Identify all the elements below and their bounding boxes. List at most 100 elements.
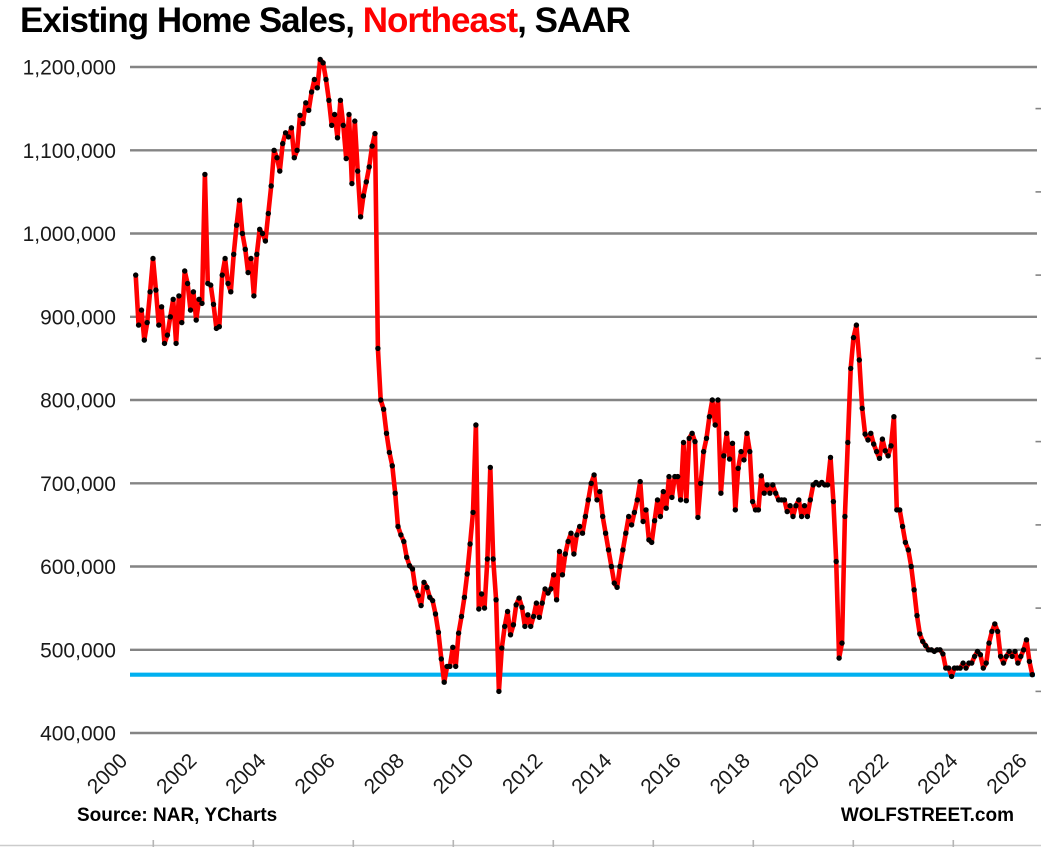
data-point <box>1006 648 1012 655</box>
data-point <box>796 497 802 503</box>
data-point <box>626 513 632 520</box>
data-point <box>631 509 638 516</box>
data-point <box>216 324 222 330</box>
data-point <box>983 660 989 666</box>
data-point <box>830 498 837 505</box>
data-point <box>251 293 257 299</box>
data-point <box>726 456 733 462</box>
data-point <box>997 653 1004 660</box>
data-point <box>680 439 687 446</box>
data-point <box>360 193 367 199</box>
x-axis-tick-label: 2006 <box>291 749 340 798</box>
data-point <box>441 679 447 685</box>
data-point <box>758 473 764 479</box>
data-point <box>637 478 643 485</box>
data-point <box>724 430 730 436</box>
data-point <box>755 507 762 513</box>
data-point <box>490 556 496 562</box>
data-point <box>827 454 834 461</box>
data-point <box>553 597 560 603</box>
data-point <box>182 268 188 274</box>
data-point <box>559 572 566 578</box>
data-point <box>233 222 240 228</box>
data-point <box>415 592 421 599</box>
data-point <box>306 107 312 114</box>
data-point <box>1020 647 1027 653</box>
data-point <box>222 255 228 262</box>
data-point <box>473 422 479 428</box>
data-point <box>412 585 418 591</box>
data-point <box>340 122 346 128</box>
data-point <box>562 551 568 557</box>
data-point <box>1018 653 1024 660</box>
data-point <box>179 319 185 326</box>
data-point <box>470 509 476 516</box>
title-region-highlight: Northeast <box>362 1 518 40</box>
data-point <box>712 422 718 428</box>
data-point <box>231 251 237 257</box>
data-point <box>265 210 271 217</box>
data-point <box>135 322 142 328</box>
data-point <box>141 337 147 343</box>
data-point <box>917 631 923 637</box>
data-point <box>868 430 874 436</box>
data-point <box>320 60 326 66</box>
data-point <box>790 513 796 520</box>
data-point <box>946 665 952 671</box>
data-point <box>507 632 514 638</box>
data-point <box>735 465 741 471</box>
data-point <box>971 653 978 660</box>
data-point <box>848 365 854 372</box>
data-point <box>1003 653 1009 660</box>
data-point <box>715 397 721 403</box>
data-point <box>963 665 969 671</box>
data-point <box>536 614 542 620</box>
data-point <box>911 587 917 593</box>
data-point <box>300 120 306 127</box>
data-point <box>424 584 430 590</box>
data-point <box>150 255 156 262</box>
data-point <box>620 547 626 553</box>
data-point <box>513 602 519 608</box>
data-point <box>153 287 159 293</box>
data-point <box>767 490 773 496</box>
data-point <box>314 85 320 91</box>
data-point <box>158 304 165 310</box>
data-point <box>210 301 217 307</box>
data-point <box>732 507 738 513</box>
data-point <box>199 300 205 307</box>
data-point <box>268 183 274 189</box>
data-point <box>602 530 609 536</box>
x-axis-tick-label: 2022 <box>844 749 893 798</box>
y-axis-tick-label: 1,000,000 <box>23 223 116 246</box>
data-point <box>435 629 442 635</box>
data-point <box>781 497 788 503</box>
x-axis-tick-label: 2016 <box>636 749 685 798</box>
data-point <box>948 673 955 680</box>
data-point <box>689 430 695 436</box>
title-suffix: , SAAR <box>517 1 631 40</box>
data-point <box>594 497 600 503</box>
data-point <box>288 125 295 131</box>
data-point <box>254 251 260 257</box>
data-point <box>634 497 640 503</box>
data-point <box>1015 660 1021 666</box>
data-point <box>502 623 508 630</box>
data-point <box>144 319 150 326</box>
x-axis-tick-label: 2024 <box>913 749 963 799</box>
chart-title: Existing Home Sales, Northeast, SAAR <box>20 1 631 41</box>
data-point <box>277 168 283 174</box>
data-point <box>447 663 453 670</box>
data-point <box>438 656 444 662</box>
y-axis-tick-label: 500,000 <box>40 639 116 662</box>
data-point <box>156 322 162 328</box>
data-point <box>608 563 615 570</box>
data-point <box>1009 653 1015 660</box>
data-point <box>660 488 666 495</box>
data-point <box>585 497 591 503</box>
data-point <box>187 307 194 313</box>
data-point <box>481 605 488 611</box>
data-point <box>282 130 289 136</box>
data-point <box>836 655 842 661</box>
data-point <box>761 490 767 496</box>
